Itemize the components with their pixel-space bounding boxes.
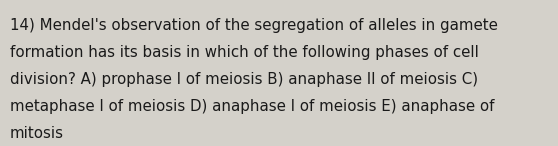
Text: division? A) prophase I of meiosis B) anaphase II of meiosis C): division? A) prophase I of meiosis B) an… xyxy=(10,72,478,87)
Text: mitosis: mitosis xyxy=(10,126,64,141)
Text: metaphase I of meiosis D) anaphase I of meiosis E) anaphase of: metaphase I of meiosis D) anaphase I of … xyxy=(10,99,494,114)
Text: 14) Mendel's observation of the segregation of alleles in gamete: 14) Mendel's observation of the segregat… xyxy=(10,18,498,33)
Text: formation has its basis in which of the following phases of cell: formation has its basis in which of the … xyxy=(10,45,479,60)
